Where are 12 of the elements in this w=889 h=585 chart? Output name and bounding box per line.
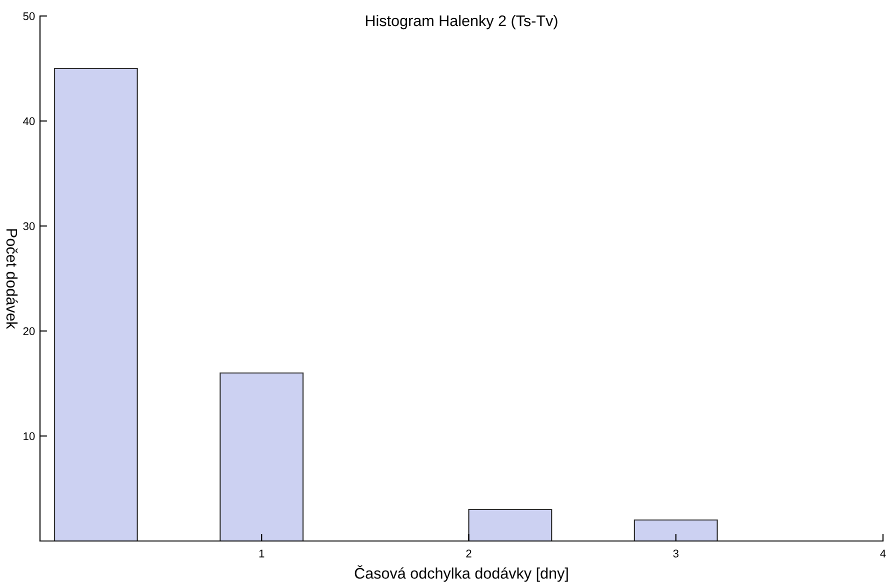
y-tick-label: 20 [23, 327, 35, 336]
x-tick-label: 3 [673, 550, 678, 558]
x-tick-label: 1 [259, 550, 264, 558]
chart-title: Histogram Halenky 2 (Ts-Tv) [366, 14, 558, 30]
x-tick-label: 2 [466, 550, 472, 558]
x-axis-title: Časová odchylka dodávky [dny] [354, 565, 568, 582]
y-axis-title: Počet dodávek [6, 229, 18, 330]
y-tick-label: 50 [23, 12, 35, 20]
x-tick-label: 4 [880, 550, 886, 558]
y-tick-label: 30 [23, 222, 35, 230]
y-tick-label: 40 [23, 117, 35, 126]
y-tick-label: 10 [24, 432, 35, 440]
